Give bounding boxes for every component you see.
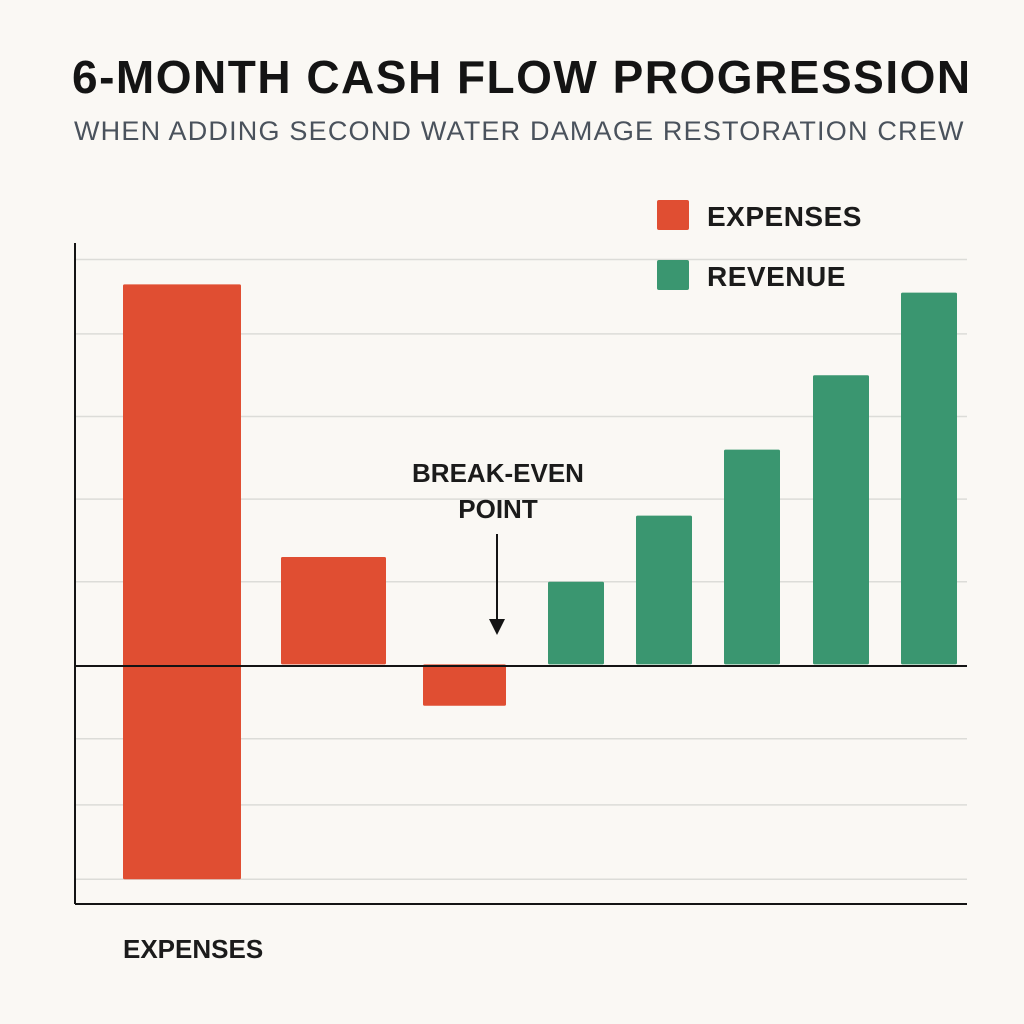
legend-swatch-expenses: [657, 200, 689, 230]
chart-title: 6-MONTH CASH FLOW PROGRESSION: [72, 51, 972, 103]
expense-bar: [423, 664, 506, 706]
legend: EXPENSES REVENUE: [657, 200, 862, 292]
legend-label-expenses: EXPENSES: [707, 201, 862, 232]
axes: [74, 243, 967, 905]
legend-label-revenue: REVENUE: [707, 261, 846, 292]
expense-bar: [123, 284, 241, 880]
annotation-arrow-head: [489, 619, 505, 635]
revenue-bar: [813, 375, 869, 665]
revenue-bar: [901, 292, 957, 665]
revenue-bar: [548, 581, 604, 665]
revenue-bar: [724, 449, 780, 665]
annotation-line-1: BREAK-EVEN: [412, 458, 584, 488]
break-even-annotation: BREAK-EVEN POINT: [412, 458, 584, 635]
legend-swatch-revenue: [657, 260, 689, 290]
bottom-label: EXPENSES: [123, 934, 263, 964]
bars: [123, 284, 957, 880]
expense-bar: [281, 556, 386, 665]
chart-subtitle: WHEN ADDING SECOND WATER DAMAGE RESTORAT…: [74, 116, 965, 146]
revenue-bar: [636, 515, 692, 665]
annotation-line-2: POINT: [458, 494, 538, 524]
